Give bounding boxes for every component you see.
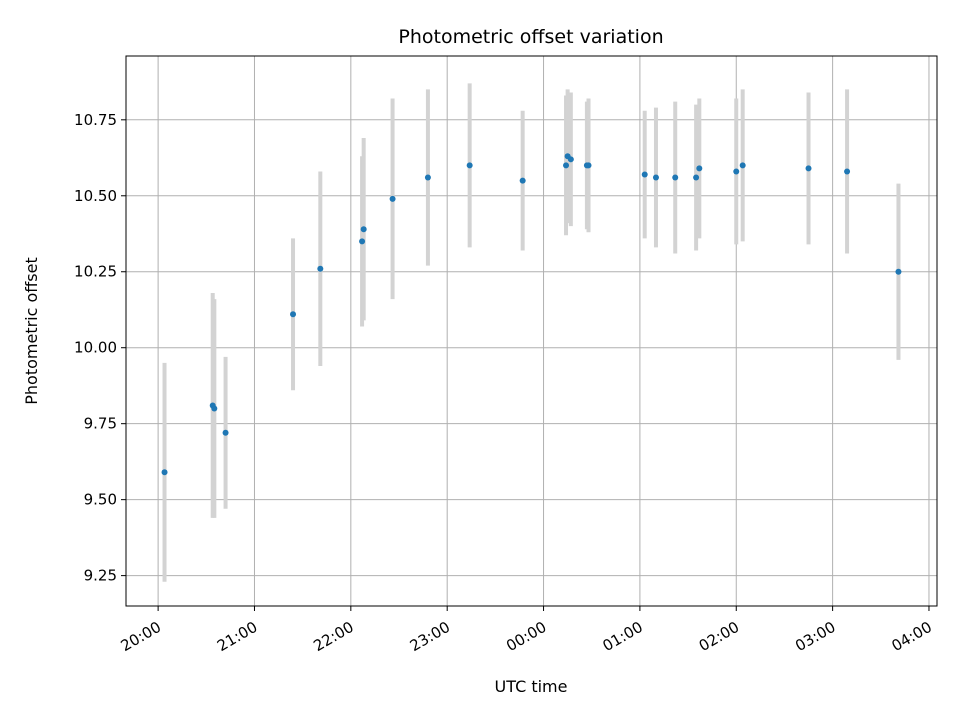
x-axis-label: UTC time — [495, 677, 568, 696]
plot-frame — [125, 55, 938, 607]
y-tick-label: 10.00 — [74, 339, 117, 357]
data-points — [161, 153, 902, 476]
data-point — [290, 311, 297, 318]
data-point — [211, 405, 218, 412]
data-point — [641, 171, 648, 178]
data-point — [519, 177, 526, 184]
data-point — [424, 174, 431, 181]
data-point — [563, 162, 570, 169]
y-axis-ticks: 9.25 9.50 9.75 10.00 10.25 10.50 10.75 — [74, 111, 126, 585]
y-tick-label: 9.75 — [84, 415, 117, 433]
data-point — [360, 226, 367, 233]
data-point — [567, 156, 574, 163]
data-point — [672, 174, 679, 181]
data-point — [161, 469, 168, 476]
chart-title: Photometric offset variation — [398, 26, 663, 48]
y-tick-label: 9.25 — [84, 567, 117, 585]
y-tick-label: 10.75 — [74, 111, 117, 129]
data-point — [466, 162, 473, 169]
grid — [126, 56, 937, 606]
data-point — [693, 174, 700, 181]
data-point — [739, 162, 746, 169]
data-point — [733, 168, 740, 175]
y-tick-label: 9.50 — [84, 491, 117, 509]
data-point — [359, 238, 366, 245]
data-point — [652, 174, 659, 181]
y-tick-label: 10.50 — [74, 187, 117, 205]
data-point — [805, 165, 812, 172]
data-point — [317, 265, 324, 272]
data-point — [585, 162, 592, 169]
data-point — [844, 168, 851, 175]
data-point — [222, 429, 229, 436]
data-point — [696, 165, 703, 172]
data-point — [895, 268, 902, 275]
y-axis-label: Photometric offset — [22, 257, 41, 405]
y-tick-label: 10.25 — [74, 263, 117, 281]
data-point — [389, 195, 396, 202]
